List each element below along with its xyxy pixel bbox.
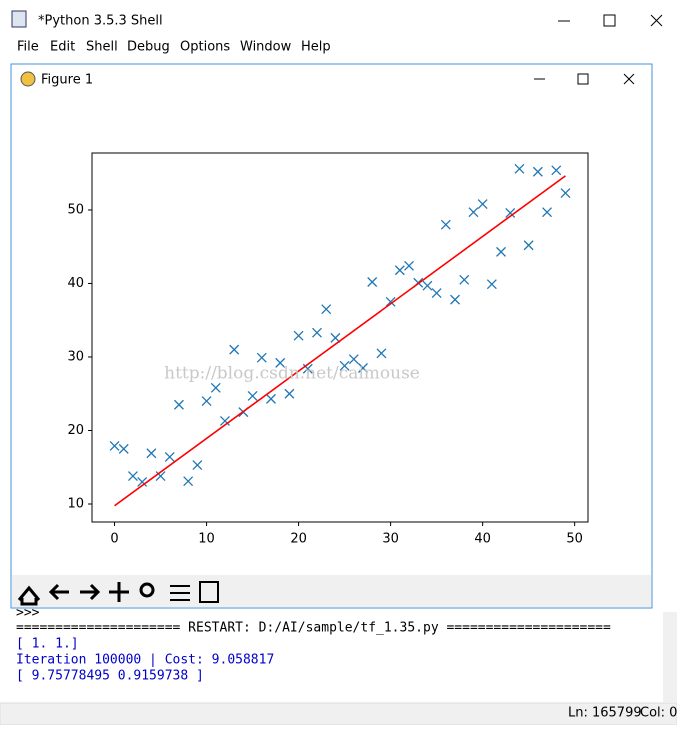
watermark: http://blog.csdn.net/caimouse: [164, 364, 420, 384]
menu-item[interactable]: Window: [240, 40, 292, 55]
zoom-button[interactable]: [139, 582, 155, 598]
point: [551, 165, 562, 176]
point: [440, 219, 451, 230]
status-col: Col: 0: [640, 706, 677, 721]
fit-line: [114, 175, 566, 507]
x-tick-label: 0: [110, 532, 118, 547]
y-tick-label: 10: [67, 496, 84, 511]
console: >>>===================== RESTART: D:/AI/…: [16, 606, 611, 684]
console-line: [ 9.75778495 0.9159738 ]: [16, 669, 204, 684]
point: [137, 476, 148, 487]
y-tick-label: 30: [67, 349, 84, 364]
menu-item[interactable]: Edit: [50, 40, 75, 55]
figure-icon: [20, 71, 36, 87]
subplots-button[interactable]: [170, 585, 190, 601]
point: [376, 348, 387, 359]
menu-item[interactable]: Shell: [86, 40, 118, 55]
menu-item[interactable]: Debug: [127, 40, 170, 55]
point: [229, 344, 240, 355]
console-line: Iteration 100000 | Cost: 9.058817: [16, 653, 274, 668]
menu-bar: File Edit Shell Debug Options Window Help: [17, 40, 331, 55]
point: [127, 471, 138, 482]
point: [210, 382, 221, 393]
point: [542, 207, 553, 218]
forward-button[interactable]: [80, 583, 101, 601]
home-button[interactable]: [17, 585, 41, 606]
figure-maximize[interactable]: [577, 73, 589, 85]
status-line: Ln: 165799: [568, 706, 642, 721]
toolbar: [12, 575, 651, 607]
x-tick-label: 20: [290, 532, 307, 547]
maximize[interactable]: [603, 14, 616, 27]
point: [174, 399, 184, 410]
point: [247, 390, 258, 401]
point: [312, 327, 322, 338]
point: [183, 476, 194, 487]
figure-close[interactable]: [623, 73, 635, 85]
point: [523, 240, 534, 251]
point: [321, 304, 332, 315]
point: [431, 288, 442, 298]
x-tick-label: 50: [566, 532, 583, 547]
point: [293, 330, 304, 341]
point: [560, 188, 571, 199]
y-tick-label: 20: [67, 423, 84, 438]
point: [422, 280, 433, 291]
point: [404, 260, 414, 271]
console-line: >>>: [16, 606, 40, 621]
shell-title: *Python 3.5.3 Shell: [38, 14, 163, 29]
axes-frame: [91, 152, 589, 523]
back-button[interactable]: [48, 583, 69, 601]
point: [450, 294, 460, 305]
point: [146, 448, 157, 459]
point: [468, 207, 479, 218]
point: [164, 451, 175, 462]
shell-titlebar: [0, 0, 677, 36]
point: [459, 274, 470, 285]
scrollbar[interactable]: [663, 612, 677, 702]
menu-item[interactable]: Options: [180, 40, 230, 55]
point: [394, 265, 405, 276]
point: [348, 354, 359, 365]
point: [284, 388, 295, 399]
point: [192, 460, 203, 470]
save-button[interactable]: [199, 581, 219, 603]
point: [477, 199, 488, 210]
menu-item[interactable]: File: [17, 40, 39, 55]
point: [486, 279, 497, 290]
x-tick-label: 40: [474, 532, 491, 547]
y-tick-label: 50: [67, 202, 84, 217]
point: [201, 396, 212, 407]
point: [256, 352, 267, 363]
point: [109, 440, 120, 451]
console-line: [ 1. 1.]: [16, 637, 79, 652]
point: [514, 163, 525, 174]
point: [532, 166, 543, 177]
x-tick-label: 10: [198, 532, 215, 547]
menu-item[interactable]: Help: [301, 40, 331, 55]
point: [220, 415, 230, 426]
figure-title: Figure 1: [41, 73, 93, 88]
point: [266, 393, 276, 404]
plot: 0 10 20 30 40 50 10 20 30 40 50: [67, 152, 589, 547]
point: [385, 296, 396, 307]
console-line: ===================== RESTART: D:/AI/sam…: [16, 621, 611, 636]
figure-window: [10, 63, 653, 609]
point: [275, 357, 286, 368]
pan-button[interactable]: [109, 582, 129, 602]
close[interactable]: [650, 14, 663, 27]
point: [339, 360, 350, 371]
point: [496, 246, 506, 257]
point: [118, 443, 129, 454]
x-tick-label: 30: [382, 532, 399, 547]
y-tick-label: 40: [67, 276, 84, 291]
point: [505, 207, 516, 218]
point: [155, 471, 166, 482]
point: [358, 363, 368, 373]
point: [330, 332, 341, 343]
point: [367, 277, 378, 287]
app-icon: [11, 10, 27, 28]
